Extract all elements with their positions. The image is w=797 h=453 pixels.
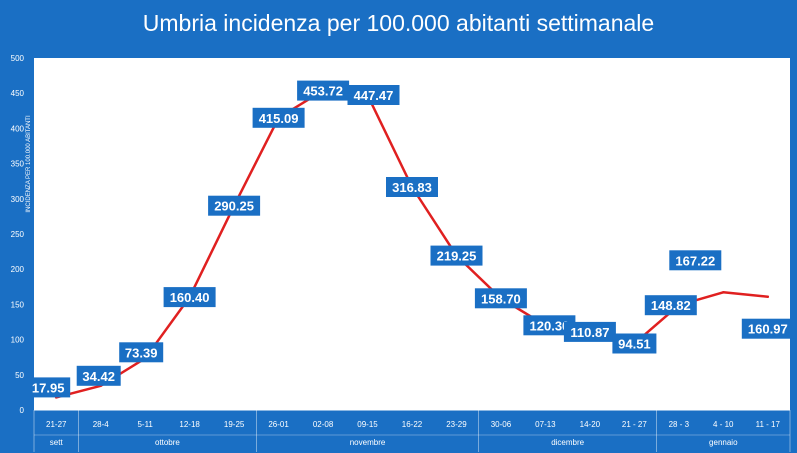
data-label-box: [474, 288, 527, 309]
data-label-box: [163, 287, 216, 308]
data-label: 290.25: [214, 199, 254, 214]
data-label-box: [347, 85, 400, 105]
data-label-box: [430, 245, 483, 266]
x-tick-label: 16-22: [402, 420, 423, 429]
data-label: 167.22: [675, 253, 715, 268]
y-tick-label: 400: [11, 124, 25, 133]
x-tick-label: 02-08: [313, 420, 334, 429]
data-label: 17.95: [32, 380, 65, 395]
y-tick-label: 0: [20, 406, 25, 415]
x-tick-label: 14-20: [580, 420, 601, 429]
x-tick-label: 19-25: [224, 420, 245, 429]
x-tick-label: 4 - 10: [713, 420, 734, 429]
x-tick-label: 5-11: [137, 420, 153, 429]
data-label: 160.97: [748, 322, 788, 337]
data-label-box: [523, 315, 576, 336]
y-axis-label: INCIDENZA PER 100.000 ABITANTI: [26, 115, 32, 213]
x-tick-label: 21 - 27: [622, 420, 647, 429]
y-tick-label: 450: [11, 89, 25, 98]
data-label-box: [386, 177, 438, 197]
data-label: 453.72: [303, 84, 343, 99]
data-point: [766, 295, 769, 298]
data-label: 34.42: [82, 369, 115, 384]
y-tick-label: 250: [11, 230, 25, 239]
data-label-box: [26, 377, 71, 398]
x-tick-label: 26-01: [268, 420, 289, 429]
x-axis: 21-27 28-4 5-11 12-18 19-25 26-01 02-08 09-15 16…: [33, 409, 791, 452]
x-tick-label: 09-15: [357, 420, 378, 429]
x-tick-label: 21-27: [46, 420, 67, 429]
x-tick-label: 23-29: [446, 420, 467, 429]
x-tick-label: 28-4: [93, 420, 110, 429]
month-label: dicembre: [551, 438, 584, 447]
y-tick-label: 150: [11, 300, 25, 309]
x-tick-label: 12-18: [179, 420, 200, 429]
chart-title: Umbria incidenza per 100.000 abitanti se…: [142, 10, 655, 36]
y-tick-label: 200: [11, 265, 25, 274]
month-label: gennaio: [709, 438, 738, 447]
data-label-box: [612, 333, 657, 354]
data-label-box: [76, 365, 121, 386]
data-label-box: [644, 295, 697, 316]
data-label: 110.87: [570, 325, 609, 340]
data-labels: 17.95 34.42 73.39 160.40 290.25 415.09 453.72 4…: [26, 80, 794, 398]
data-label: 447.47: [354, 88, 394, 103]
data-label: 148.82: [651, 298, 691, 313]
data-label: 219.25: [437, 249, 477, 264]
month-label: novembre: [350, 438, 386, 447]
data-label: 94.51: [618, 337, 651, 352]
data-label: 415.09: [259, 111, 299, 126]
x-tick-label: 11 - 17: [756, 420, 781, 429]
data-label-box: [252, 107, 305, 128]
x-tick-label: 30-06: [491, 420, 512, 429]
x-tick-label: 07-13: [535, 420, 556, 429]
month-label: sett: [50, 438, 64, 447]
data-label-box: [297, 80, 350, 101]
data-label: 160.40: [170, 290, 210, 305]
data-label: 120.30: [530, 318, 570, 333]
month-label: ottobre: [155, 438, 180, 447]
data-point: [722, 291, 725, 294]
y-tick-label: 500: [11, 54, 25, 63]
data-label-box: [563, 321, 616, 342]
data-label-box: [741, 318, 794, 339]
y-tick-label: 100: [11, 336, 25, 345]
data-label-box: [119, 342, 164, 363]
data-label-box: [208, 195, 261, 216]
y-tick-label: 350: [11, 160, 25, 169]
data-label: 73.39: [125, 345, 158, 360]
y-axis: 0 50 100 150 200 250 300 350 400 450 500: [11, 54, 25, 415]
x-tick-label: 28 - 3: [669, 420, 690, 429]
data-label-box: [669, 250, 722, 271]
y-tick-label: 300: [11, 195, 25, 204]
data-label: 158.70: [481, 291, 521, 306]
data-label: 316.83: [392, 180, 432, 195]
y-tick-label: 50: [15, 371, 24, 380]
